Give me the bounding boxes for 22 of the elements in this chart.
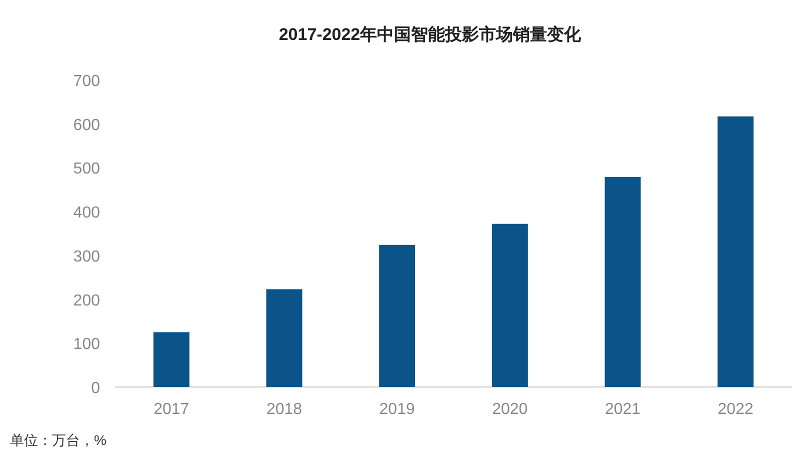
y-tick-label: 500	[73, 160, 100, 178]
x-tick-label: 2020	[492, 401, 528, 418]
y-tick-label: 200	[73, 292, 100, 310]
y-tick-label: 600	[73, 116, 100, 134]
chart-title: 2017-2022年中国智能投影市场销量变化	[278, 25, 582, 44]
y-tick-label: 400	[73, 204, 100, 222]
bar	[718, 116, 754, 387]
bar	[604, 176, 641, 387]
bar	[492, 224, 528, 387]
bar	[266, 289, 302, 387]
x-tick-label: 2018	[266, 401, 302, 418]
x-tick-label: 2019	[379, 401, 415, 418]
x-tick-label: 2017	[154, 401, 190, 418]
y-tick-label: 700	[73, 73, 100, 90]
bar	[379, 244, 416, 387]
text: 单位：万台，%	[10, 432, 106, 448]
y-tick-label: 100	[73, 336, 100, 354]
bar	[153, 332, 190, 387]
x-tick-label: 2022	[718, 401, 754, 418]
y-tick-label: 0	[91, 380, 100, 397]
x-tick-label: 2021	[604, 401, 641, 418]
y-tick-label: 300	[73, 248, 100, 266]
